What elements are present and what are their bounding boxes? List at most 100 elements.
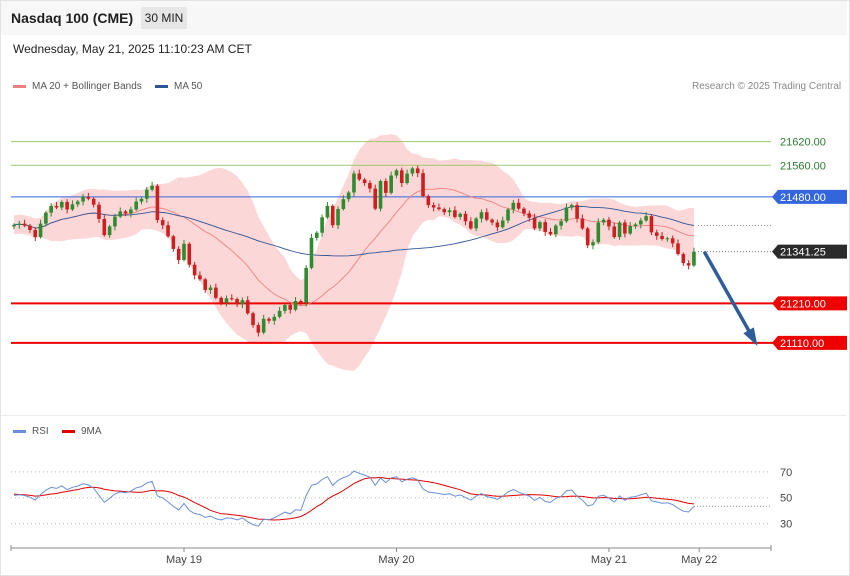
candle-body	[607, 219, 611, 227]
candle-body	[437, 207, 441, 210]
candle-body	[176, 248, 181, 260]
candle-body	[681, 254, 686, 264]
candle-body	[214, 287, 218, 298]
credit-text: Research © 2025 Trading Central	[692, 81, 842, 92]
candle-body	[245, 300, 250, 314]
candle-body	[357, 173, 362, 180]
candle-body	[660, 235, 664, 240]
candle-body	[166, 225, 170, 237]
legend-rsi-ma: 9MA	[62, 426, 102, 437]
candle-body	[17, 223, 22, 225]
legend-ma20: MA 20 + Bollinger Bands	[13, 81, 142, 92]
candle-body	[469, 221, 473, 229]
candle-body	[129, 209, 133, 214]
level-label-1: 21560.00	[780, 160, 826, 172]
candle-body	[559, 221, 563, 226]
candle-body	[373, 188, 378, 209]
timeframe-button[interactable]: 30 MIN	[141, 7, 187, 29]
candle-body	[145, 189, 149, 199]
candle-body	[596, 222, 601, 243]
candle-body	[676, 243, 680, 255]
candle-body	[463, 213, 468, 222]
level-label-2: 21480.00	[780, 192, 826, 204]
candle-body	[543, 222, 547, 232]
candle-body	[65, 201, 69, 210]
candle-body	[86, 196, 91, 199]
forecast-arrow-head	[743, 327, 758, 347]
level-tag-5	[772, 335, 847, 350]
candle-body	[394, 170, 399, 176]
candle-body	[320, 217, 324, 233]
candle-body	[649, 216, 654, 233]
candle-body	[580, 218, 585, 229]
legend-ma50-label: MA 50	[174, 81, 203, 92]
candle-body	[479, 212, 484, 219]
candle-body	[362, 179, 367, 184]
level-label-3: 21341.25	[780, 247, 826, 259]
candle-body	[102, 218, 107, 236]
candle-body	[235, 299, 239, 305]
level-label-0: 21620.00	[780, 137, 826, 149]
candle-body	[633, 224, 638, 227]
candle-body	[506, 209, 510, 221]
candle-body	[288, 304, 293, 310]
candle-body	[171, 236, 176, 249]
rsi-tick-label: 30	[780, 519, 792, 531]
candle-body	[591, 242, 595, 246]
candle-body	[431, 205, 436, 208]
candle-body	[384, 181, 388, 193]
candle-body	[229, 298, 234, 300]
candle-body	[33, 229, 38, 238]
candle-body	[639, 220, 643, 225]
candle-body	[484, 212, 489, 220]
level-tag-4	[772, 296, 847, 311]
rsi-line	[13, 470, 695, 527]
candle-body	[44, 212, 48, 224]
candle-body	[511, 202, 516, 210]
candle-body	[415, 168, 420, 174]
candle-body	[123, 211, 128, 214]
candle-body	[336, 209, 340, 226]
time-tick-label: May 19	[166, 554, 202, 566]
candle-body	[256, 325, 261, 333]
candle-body	[410, 168, 415, 174]
candle-body	[208, 287, 213, 290]
candle-body	[192, 264, 197, 276]
candle-body	[564, 207, 569, 222]
candle-body	[453, 210, 457, 217]
candle-body	[378, 181, 383, 209]
chart-datetime: Wednesday, May 21, 2025 11:10:23 AM CET	[13, 42, 252, 56]
candles	[12, 165, 696, 337]
candle-body	[12, 224, 16, 227]
candle-body	[405, 173, 409, 184]
candle-body	[352, 173, 356, 193]
candle-body	[219, 297, 223, 303]
candle-body	[134, 201, 138, 210]
candle-body	[554, 225, 558, 235]
candle-body	[421, 173, 425, 197]
legend-ma50: MA 50	[155, 81, 202, 92]
candle-body	[60, 201, 64, 208]
candle-body	[585, 228, 590, 246]
candle-body	[187, 243, 192, 265]
candle-body	[548, 231, 553, 235]
candle-body	[495, 222, 500, 228]
ma50-line	[13, 205, 694, 257]
time-tick-label: May 21	[591, 554, 627, 566]
forecast-arrow-shaft	[702, 250, 757, 343]
candle-body	[686, 263, 691, 266]
candle-body	[182, 243, 186, 260]
candle-body	[447, 210, 452, 213]
candle-body	[368, 183, 372, 189]
legend-rsi: RSI	[13, 426, 49, 437]
candle-body	[81, 196, 85, 202]
candle-body	[665, 238, 670, 240]
rsi-tick-label: 70	[780, 467, 792, 479]
candle-body	[70, 204, 75, 210]
candle-body	[325, 205, 330, 218]
candle-body	[272, 316, 277, 321]
candle-body	[54, 205, 59, 208]
rsi-tick-label: 50	[780, 493, 792, 505]
instrument-title: Nasdaq 100 (CME)	[11, 10, 134, 26]
